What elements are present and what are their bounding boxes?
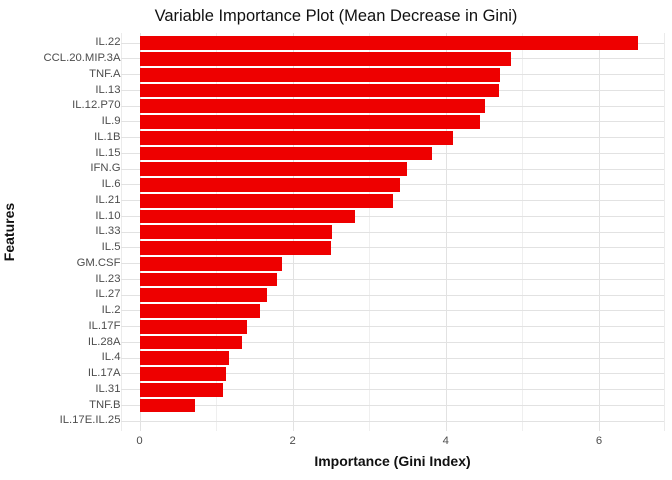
y-tick-label: IL.12.P70: [72, 99, 121, 112]
category-gridline: [121, 420, 664, 422]
y-tick-label: GM.CSF: [76, 256, 121, 269]
chart-title: Variable Importance Plot (Mean Decrease …: [154, 7, 518, 25]
bar-IL.15: [139, 146, 433, 161]
bar-IL.28A: [139, 335, 243, 350]
bar-IL.1B: [139, 130, 453, 145]
y-tick-label: IL.13: [95, 83, 121, 96]
category-gridline: [121, 357, 664, 359]
y-tick-label: IL.9: [101, 115, 121, 128]
bar-GM.CSF: [139, 256, 282, 271]
x-tick-label: 2: [289, 435, 296, 447]
category-gridline: [121, 215, 664, 217]
bar-IL.10: [139, 209, 356, 224]
y-tick-label: IL.1B: [94, 130, 121, 143]
category-gridline: [121, 326, 664, 328]
panel-edge-line: [664, 33, 665, 431]
category-gridline: [121, 310, 664, 312]
y-tick-label: IL.33: [95, 225, 121, 238]
category-gridline: [121, 263, 664, 265]
y-tick-label: IL.6: [101, 178, 121, 191]
category-gridline: [121, 341, 664, 343]
category-gridline: [121, 294, 664, 296]
y-tick-label: IL.17E.IL.25: [59, 414, 121, 427]
category-gridline: [121, 278, 664, 280]
bar-IL.33: [139, 225, 332, 240]
category-gridline: [121, 247, 664, 249]
y-tick-label: IL.27: [95, 288, 121, 301]
bar-IFN.G: [139, 162, 407, 177]
bar-IL.31: [139, 382, 223, 397]
bar-IL.17A: [139, 367, 227, 381]
bar-IL.5: [139, 241, 331, 255]
x-axis-title: Importance (Gini Index): [314, 453, 471, 469]
y-tick-label: IL.17F: [88, 319, 121, 332]
y-tick-label: TNF.A: [89, 67, 121, 80]
bar-IL.13: [139, 83, 499, 98]
y-tick-label: IL.2: [101, 304, 121, 317]
bar-TNF.B: [139, 398, 195, 413]
bar-IL.23: [139, 272, 277, 287]
bar-IL.6: [139, 178, 400, 192]
bar-IL.12.P70: [139, 99, 485, 114]
y-tick-label: IL.22: [95, 36, 121, 49]
bar-IL.22: [139, 36, 639, 51]
bar-IL.17F: [139, 319, 248, 334]
y-tick-label: IL.21: [95, 193, 121, 206]
bar-IL.27: [139, 288, 268, 303]
bar-IL.9: [139, 115, 480, 129]
bar-IL.21: [139, 193, 393, 208]
y-tick-label: IL.10: [95, 209, 121, 222]
category-gridline: [121, 231, 664, 233]
y-tick-label: IL.4: [101, 351, 121, 364]
category-gridline: [121, 404, 664, 406]
y-tick-label: IL.31: [95, 382, 121, 395]
y-tick-label: IFN.G: [90, 162, 121, 175]
y-tick-label: IL.28A: [87, 335, 121, 348]
bar-CCL.20.MIP.3A: [139, 52, 511, 66]
x-tick-label: 6: [595, 435, 603, 447]
y-tick-label: IL.23: [95, 272, 121, 285]
bar-IL.4: [139, 351, 230, 366]
y-tick-label: IL.5: [101, 241, 121, 254]
y-tick-label: IL.15: [95, 146, 121, 159]
category-gridline: [121, 389, 664, 391]
x-tick-label: 4: [442, 435, 449, 447]
x-tick-label: 0: [136, 435, 143, 447]
y-tick-label: IL.17A: [87, 367, 121, 380]
bar-TNF.A: [139, 67, 501, 82]
y-tick-label: TNF.B: [89, 398, 121, 411]
y-tick-label: CCL.20.MIP.3A: [43, 52, 121, 65]
bar-IL.2: [139, 304, 261, 318]
category-gridline: [121, 373, 664, 375]
